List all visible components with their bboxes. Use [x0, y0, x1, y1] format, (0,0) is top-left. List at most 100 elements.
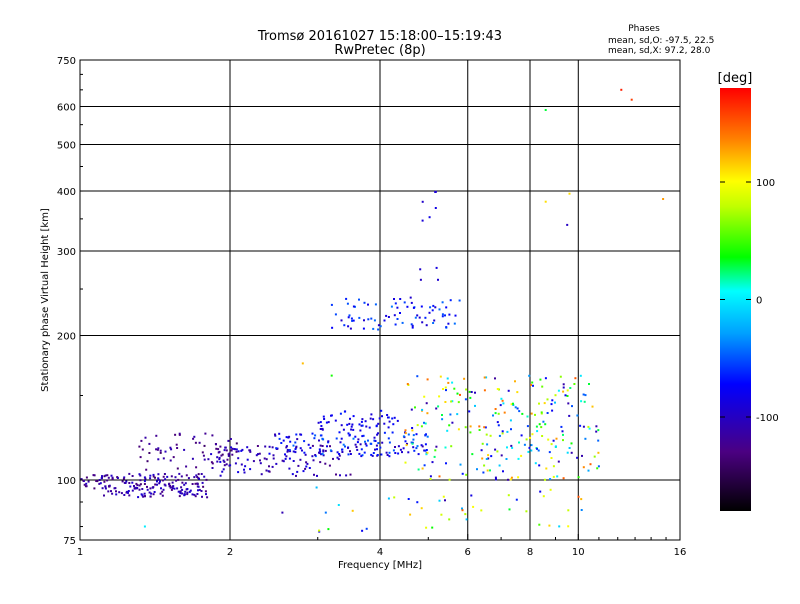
data-point	[173, 487, 176, 490]
data-point	[409, 296, 412, 299]
data-point	[200, 490, 203, 492]
data-point	[391, 417, 394, 420]
data-point	[451, 421, 454, 424]
x-tick-label: 10	[572, 547, 585, 558]
data-point	[225, 463, 228, 466]
data-point	[662, 198, 665, 200]
data-point	[571, 405, 573, 408]
data-point	[93, 487, 96, 490]
data-point	[340, 319, 343, 322]
data-point	[472, 505, 475, 508]
data-point	[169, 484, 171, 487]
data-point	[292, 444, 295, 447]
data-point	[496, 421, 499, 424]
data-point	[410, 301, 413, 304]
data-point	[176, 487, 179, 490]
data-point	[440, 513, 443, 516]
data-point	[413, 449, 416, 452]
data-point	[122, 477, 125, 480]
data-point	[419, 278, 422, 281]
colorbar-label: [deg]	[718, 71, 753, 86]
data-point	[217, 448, 220, 451]
data-point	[264, 445, 267, 448]
data-point	[341, 451, 344, 453]
data-point	[143, 495, 146, 498]
data-point	[164, 450, 167, 453]
data-point	[243, 471, 246, 474]
data-point	[161, 494, 164, 497]
data-point	[425, 526, 428, 529]
data-point	[278, 437, 281, 440]
data-point	[396, 306, 399, 309]
data-point	[295, 474, 297, 477]
data-point	[497, 412, 500, 415]
data-point	[306, 462, 309, 465]
data-point	[415, 447, 418, 450]
data-point	[221, 470, 224, 473]
data-point	[474, 391, 476, 394]
data-point	[284, 457, 287, 460]
data-point	[246, 446, 249, 449]
data-point	[338, 431, 341, 434]
data-point	[411, 324, 414, 327]
data-point	[405, 444, 408, 447]
data-point	[546, 398, 549, 401]
x-axis-label: Frequency [MHz]	[338, 560, 422, 571]
data-point	[501, 399, 504, 402]
data-point	[361, 424, 364, 427]
data-point	[351, 319, 354, 322]
data-point	[258, 452, 261, 455]
data-point	[196, 485, 199, 488]
data-point	[387, 426, 390, 429]
data-points	[80, 88, 665, 533]
data-point	[372, 327, 375, 330]
data-point	[437, 278, 439, 281]
data-point	[227, 439, 230, 442]
data-point	[410, 323, 413, 326]
data-point	[170, 448, 173, 451]
data-point	[421, 219, 424, 222]
data-point	[291, 473, 294, 476]
data-point	[217, 451, 220, 454]
data-point	[319, 434, 322, 437]
data-point	[544, 478, 546, 481]
data-point	[402, 435, 405, 438]
data-point	[420, 507, 423, 510]
data-point	[423, 395, 426, 398]
data-point	[157, 458, 160, 461]
data-point	[116, 477, 119, 479]
data-point	[444, 446, 447, 449]
data-point	[285, 445, 288, 448]
data-point	[352, 319, 355, 322]
data-point	[156, 448, 159, 451]
data-point	[202, 485, 205, 488]
colorbar-tick-label: -100	[756, 413, 779, 424]
data-point	[169, 446, 172, 449]
data-point	[496, 388, 499, 390]
data-point	[461, 509, 464, 512]
data-point	[174, 476, 177, 479]
data-point	[302, 470, 305, 473]
data-point	[149, 474, 152, 477]
data-point	[375, 425, 378, 428]
data-point	[561, 430, 564, 433]
data-point	[482, 471, 485, 474]
data-point	[380, 453, 383, 456]
data-point	[203, 444, 206, 447]
data-point	[387, 316, 390, 318]
data-point	[396, 419, 399, 422]
data-point	[327, 440, 330, 443]
data-point	[193, 476, 196, 479]
data-point	[237, 457, 240, 460]
data-point	[92, 474, 95, 477]
data-point	[327, 421, 330, 424]
data-point	[324, 462, 327, 465]
data-point	[329, 449, 332, 452]
data-point	[280, 442, 283, 444]
data-point	[423, 449, 426, 452]
data-point	[441, 414, 443, 416]
data-point	[529, 436, 531, 439]
data-point	[411, 429, 414, 432]
data-point	[406, 442, 408, 445]
data-point	[576, 456, 579, 459]
